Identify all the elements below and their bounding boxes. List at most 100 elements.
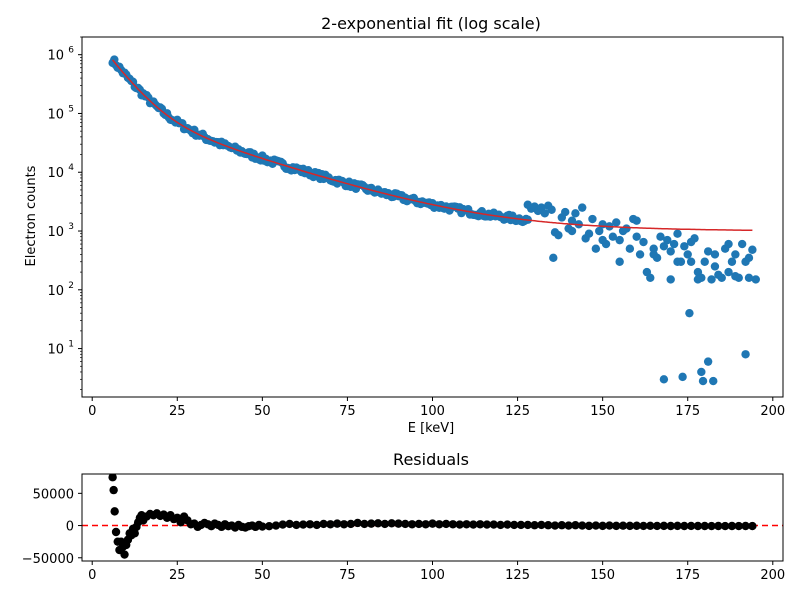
y-tick-exponent: 6 [68, 46, 74, 56]
data-point [727, 257, 737, 266]
residual-point [693, 521, 703, 531]
residual-point [305, 520, 315, 529]
data-point [748, 245, 757, 254]
x-tick-label: 50 [254, 404, 271, 419]
residual-point [489, 520, 498, 529]
residual-point [346, 519, 356, 529]
data-point [744, 273, 754, 283]
main-x-axis: 0 25 50 75 100 125 150 175 200 [88, 397, 785, 419]
y-tick-label: 10 [47, 49, 64, 64]
data-point [549, 253, 558, 263]
data-point [567, 216, 577, 225]
residual-point [448, 520, 458, 529]
residual-point [319, 519, 328, 529]
x-tick-label: 0 [88, 568, 96, 583]
residual-point [625, 521, 635, 531]
residual-point [387, 519, 396, 528]
residual-point [530, 521, 539, 530]
residual-point [298, 520, 308, 529]
y-tick-label: 10 [47, 284, 64, 299]
residual-point [108, 474, 117, 482]
residual-point [414, 519, 424, 529]
residual-point [714, 521, 723, 531]
x-tick-label: 75 [339, 568, 356, 583]
data-point [744, 253, 754, 263]
residual-point [639, 521, 648, 531]
y-tick-label: 10 [47, 343, 64, 358]
data-point [709, 376, 718, 386]
data-point [673, 257, 682, 266]
residual-point [727, 521, 737, 531]
residuals-y-axis: 50000 0 −50000 [22, 487, 82, 567]
residual-point [618, 521, 628, 530]
residual-point [503, 520, 512, 529]
residual-point [130, 529, 139, 538]
x-tick-label: 50 [254, 568, 271, 583]
data-point [649, 250, 658, 259]
data-point [703, 357, 713, 366]
data-point [710, 250, 720, 259]
x-tick-label: 100 [420, 404, 445, 419]
y-tick-exponent: 5 [68, 104, 74, 114]
data-point [741, 350, 750, 359]
residual-point [285, 519, 294, 529]
y-tick-label: 0 [66, 520, 74, 535]
residual-point [598, 521, 607, 531]
data-point [724, 267, 733, 277]
residual-point [469, 520, 478, 529]
data-point [683, 250, 692, 259]
data-point [608, 232, 618, 241]
x-tick-label: 125 [505, 404, 530, 419]
x-tick-label: 100 [420, 568, 445, 583]
residual-point [109, 485, 118, 495]
residual-point [339, 520, 349, 529]
y-tick-label: 10 [47, 166, 64, 181]
y-tick-label: −50000 [22, 552, 74, 567]
y-tick-exponent: 1 [68, 340, 74, 350]
data-point [625, 244, 635, 253]
residual-point [258, 522, 267, 531]
data-point [666, 275, 675, 284]
x-tick-label: 25 [169, 404, 186, 419]
x-tick-label: 75 [339, 404, 356, 419]
residual-point [401, 519, 410, 529]
residual-point [550, 521, 560, 530]
data-point [680, 242, 689, 251]
residual-point [482, 520, 492, 529]
residual-point [673, 521, 682, 531]
main-plot: 2-exponential fit (log scale) 0 25 50 75 100… [24, 14, 785, 436]
y-tick-label: 10 [47, 225, 64, 240]
data-point [615, 235, 624, 245]
residual-point [632, 521, 641, 530]
data-point [685, 308, 694, 318]
x-tick-label: 175 [675, 404, 700, 419]
y-tick-exponent: 3 [68, 222, 74, 232]
residual-point [652, 521, 662, 531]
residual-point [111, 527, 121, 537]
residual-point [271, 521, 281, 530]
residual-point [537, 520, 546, 530]
residual-point [278, 520, 287, 529]
data-point [584, 229, 594, 238]
residual-point [455, 520, 464, 529]
data-point [646, 273, 655, 283]
data-point [700, 257, 709, 266]
data-point [717, 273, 726, 283]
data-point [686, 257, 696, 266]
residual-point [509, 520, 519, 530]
residual-point [666, 521, 675, 531]
residual-point [734, 521, 743, 531]
residual-point [435, 520, 444, 529]
data-point [707, 275, 716, 284]
residuals-x-axis: 0 25 50 75 100 125 150 175 200 [88, 561, 785, 583]
data-point [635, 250, 645, 259]
data-point [540, 209, 549, 218]
residual-point [110, 507, 119, 516]
data-point [724, 239, 733, 249]
x-tick-label: 150 [590, 568, 615, 583]
data-point [591, 244, 601, 253]
data-point [612, 218, 621, 227]
data-point [710, 262, 720, 271]
data-point [571, 209, 580, 218]
residual-point [333, 519, 342, 528]
